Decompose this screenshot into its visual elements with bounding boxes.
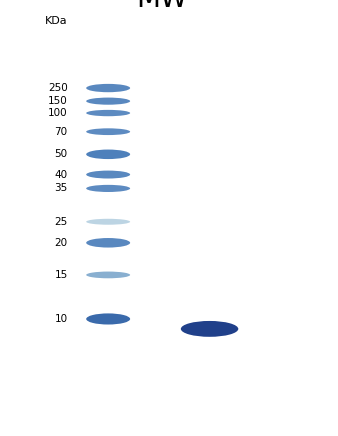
- Ellipse shape: [86, 128, 130, 135]
- Text: 15: 15: [54, 270, 68, 280]
- Text: 250: 250: [48, 83, 68, 93]
- Text: 10: 10: [54, 314, 68, 324]
- Text: 40: 40: [54, 170, 68, 180]
- Ellipse shape: [181, 321, 238, 337]
- Ellipse shape: [86, 110, 130, 116]
- Text: 50: 50: [54, 149, 68, 159]
- Text: 20: 20: [54, 238, 68, 248]
- Ellipse shape: [86, 238, 130, 248]
- Text: KDa: KDa: [45, 16, 68, 26]
- Text: 35: 35: [54, 184, 68, 194]
- Text: 100: 100: [48, 108, 68, 118]
- Ellipse shape: [86, 98, 130, 105]
- Text: 150: 150: [48, 96, 68, 106]
- Ellipse shape: [86, 170, 130, 178]
- Ellipse shape: [86, 272, 130, 278]
- Ellipse shape: [86, 150, 130, 159]
- Text: 70: 70: [54, 127, 68, 137]
- Ellipse shape: [86, 219, 130, 225]
- Text: MW: MW: [137, 0, 188, 13]
- Text: 25: 25: [54, 217, 68, 227]
- Ellipse shape: [86, 185, 130, 192]
- Ellipse shape: [86, 84, 130, 92]
- Ellipse shape: [86, 313, 130, 324]
